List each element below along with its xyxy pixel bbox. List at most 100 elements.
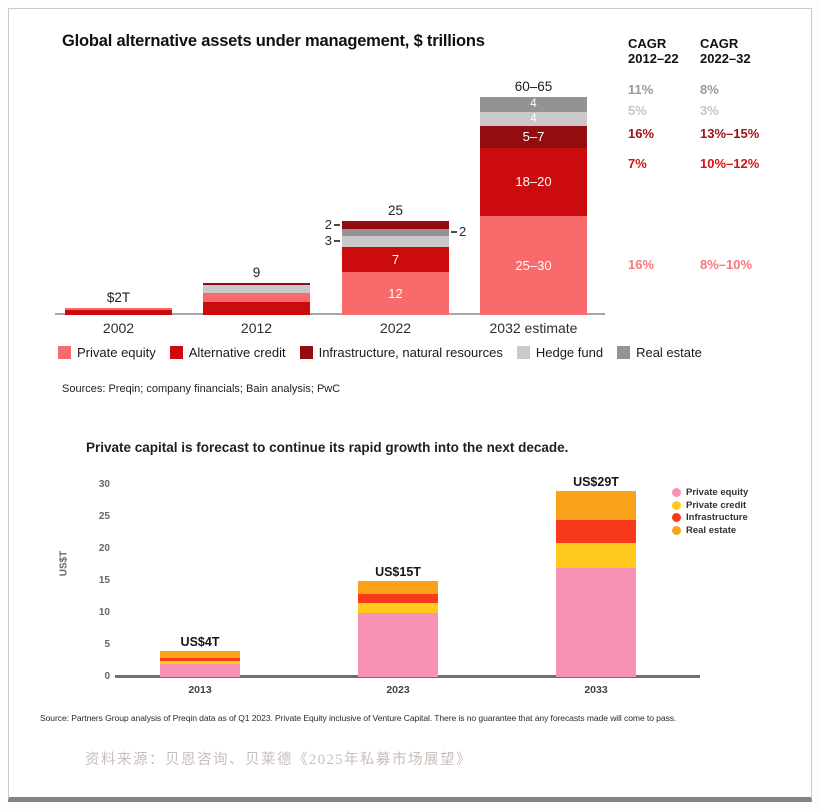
cagr-value-2012-22: 7% (628, 156, 647, 171)
stacked-bar-2002 (65, 307, 172, 315)
cagr-value-2022-32: 3% (700, 103, 719, 118)
x-tick-label: 2033 (584, 684, 608, 696)
cagr-value-2012-22: 11% (628, 82, 654, 97)
legend-dot (672, 488, 681, 497)
x-tick-label: 2002 (102, 320, 135, 336)
bar-segment (358, 581, 438, 594)
x-tick-label: 2013 (188, 684, 212, 696)
bar-total-label: US$4T (180, 635, 220, 650)
legend-swatch (299, 346, 313, 359)
legend-label: Alternative credit (188, 345, 286, 360)
legend-label: Hedge fund (535, 345, 604, 360)
callout-leader-line (451, 231, 457, 233)
bar-segment (358, 603, 438, 613)
bar-total-label: 60–65 (514, 79, 553, 95)
bar-segment (160, 661, 240, 665)
callout-leader-line (334, 224, 340, 226)
y-tick-label: 10 (98, 607, 110, 618)
legend-label: Private credit (686, 499, 747, 511)
legend-label: Private equity (686, 487, 749, 498)
x-tick-label: 2012 (240, 320, 273, 336)
cagr-header-line2: 2022–32 (700, 51, 751, 66)
legend-dot (672, 513, 681, 522)
footer-source-chinese: 资料来源：贝恩咨询、贝莱德《2025年私募市场展望》 (85, 752, 472, 768)
legend-item: Private equity (58, 345, 156, 360)
bar-segment: 4 (480, 111, 587, 126)
top-chart-title: Global alternative assets under manageme… (62, 32, 485, 50)
bottom-chart-source-note: Source: Partners Group analysis of Preqi… (40, 713, 677, 723)
top-chart-legend: Private equity Alternative credit Infrastr… (58, 345, 702, 360)
top-chart-x-axis-line (55, 313, 605, 315)
cagr-column-header: CAGR 2012–22 (628, 36, 679, 66)
bar-segment: 5–7 (480, 126, 587, 148)
bar-segment: 12 (342, 271, 449, 315)
bar-segment (358, 593, 438, 604)
legend-item: Real estate (672, 525, 736, 536)
cagr-value-2012-22: 16% (628, 126, 655, 141)
bar-segment (203, 302, 310, 315)
segment-callout-label: 2 (324, 217, 332, 232)
callout-leader-line (334, 240, 340, 242)
legend-dot (672, 500, 681, 510)
bar-segment (203, 282, 310, 286)
stacked-bar-2022: 12 7 (342, 221, 449, 315)
bar-segment (65, 309, 172, 315)
bar-total-label: US$15T (375, 565, 421, 579)
stacked-bar-2033 (556, 491, 636, 677)
x-tick-label: 2032 estimate (489, 320, 578, 336)
cagr-column-header: CAGR 2022–32 (700, 36, 751, 66)
legend-label: Infrastructure, natural resources (318, 345, 503, 360)
cagr-value-2022-32: 8%–10% (700, 257, 753, 272)
bottom-chart-title: Private capital is forecast to continue … (86, 440, 569, 455)
y-tick-label: 20 (98, 543, 110, 554)
legend-label: Private equity (77, 345, 156, 360)
bar-segment (556, 520, 636, 543)
legend-swatch (617, 346, 631, 359)
bar-total-label: 9 (252, 264, 261, 280)
legend-label: Real estate (636, 345, 702, 360)
bar-segment: 25–30 (480, 215, 587, 315)
bar-segment (203, 285, 310, 294)
legend-swatch (169, 346, 183, 359)
legend-dot (672, 525, 681, 535)
figure-card-border (8, 8, 812, 802)
bar-segment (65, 307, 172, 310)
legend-item: Private credit (672, 500, 746, 511)
stacked-bar-2023 (358, 581, 438, 677)
legend-item: Private equity (672, 487, 748, 498)
cagr-value-2022-32: 8% (700, 82, 719, 97)
bar-segment (358, 613, 438, 677)
x-tick-label: 2023 (386, 684, 410, 696)
bar-segment: 18–20 (480, 147, 587, 216)
bar-segment (342, 235, 449, 247)
bar-total-label: 25 (387, 203, 404, 219)
cagr-value-2022-32: 13%–15% (700, 126, 760, 141)
top-chart-sources-note: Sources: Preqin; company financials; Bai… (62, 383, 341, 395)
legend-item: Hedge fund (516, 345, 604, 360)
bar-segment: 7 (342, 246, 449, 272)
y-tick-label: 5 (104, 639, 110, 650)
bar-segment (342, 228, 449, 236)
bar-total-label: $2T (106, 289, 131, 305)
bar-segment (203, 293, 310, 303)
cagr-header-line2: 2012–22 (628, 51, 679, 66)
bar-segment (160, 664, 240, 677)
legend-label: Infrastructure (686, 512, 748, 523)
bar-segment (556, 568, 636, 677)
legend-item: Alternative credit (169, 345, 286, 360)
segment-callout-label: 3 (324, 233, 332, 249)
cagr-value-2012-22: 16% (628, 257, 655, 272)
legend-swatch (516, 346, 530, 359)
bar-total-label: US$29T (573, 475, 619, 490)
bar-segment: 4 (480, 97, 587, 112)
bar-segment (160, 651, 240, 658)
bar-segment (556, 542, 636, 569)
stacked-bar-2032-estimate: 25–30 18–20 5–7 4 4 (480, 97, 587, 315)
segment-callout-label: 2 (459, 224, 467, 240)
y-tick-label: 0 (104, 671, 110, 682)
x-tick-label: 2022 (379, 320, 412, 336)
cagr-value-2012-22: 5% (628, 103, 647, 118)
legend-swatch (58, 346, 71, 359)
y-tick-label: 30 (98, 479, 110, 490)
